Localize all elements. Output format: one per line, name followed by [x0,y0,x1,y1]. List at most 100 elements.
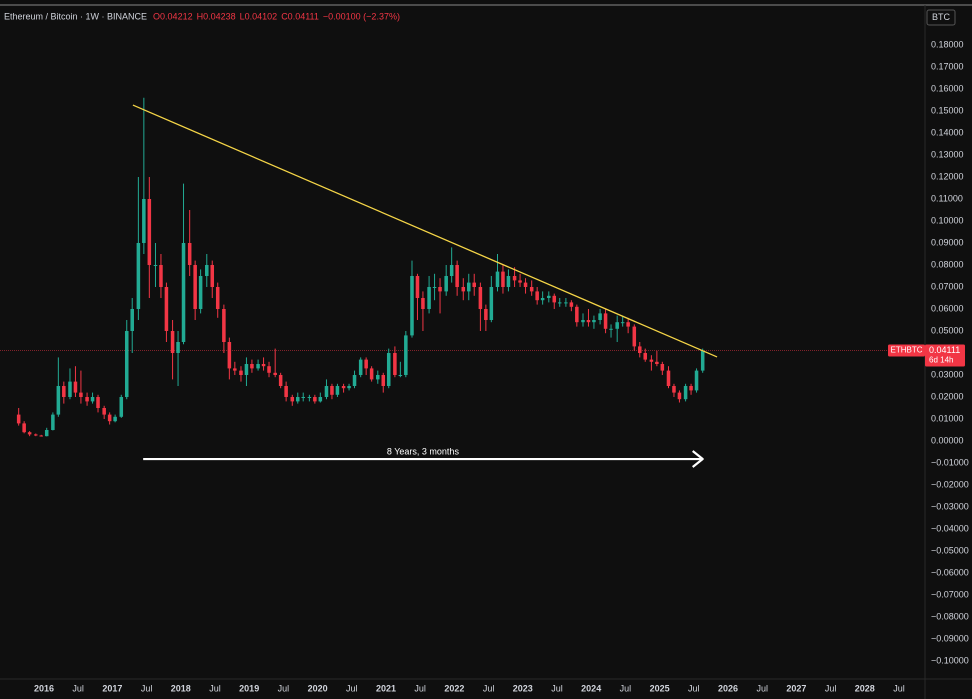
x-tick-label: 2017 [102,683,122,693]
candle-body [39,435,44,437]
x-tick-label: 2026 [718,683,738,693]
x-tick-label: Jul [414,683,426,693]
candle-body [506,276,511,287]
candle-body [455,265,459,287]
candle-body [278,375,283,386]
candle-body [376,375,380,380]
candle-body [672,386,676,393]
x-tick-label: Jul [551,683,563,693]
candle-body [256,364,260,369]
candle-body [620,322,625,324]
ohlc-value: C0.04111 [281,11,319,21]
candle-body [335,386,340,395]
y-tick-label: −0.10000 [931,655,969,665]
x-tick-label: 2027 [786,683,806,693]
candle-body [415,276,420,298]
candle-body [575,306,579,323]
y-tick-label: −0.09000 [931,633,969,643]
y-tick-label: 0.05000 [931,325,964,335]
candle-body [261,364,266,367]
candle-body [586,320,591,323]
candle-body [124,331,129,397]
candle-body [164,287,169,331]
candle-body [68,381,72,397]
candle-body [632,326,637,347]
y-tick-label: 0.17000 [931,61,964,71]
candle-body [51,414,55,430]
x-tick-label: Jul [825,683,837,693]
candle-body [381,375,386,386]
x-tick-label: 2028 [855,683,875,693]
y-tick-label: −0.03000 [931,501,969,511]
candle-body [557,302,562,304]
candle-body [369,368,374,380]
candle-body [694,370,699,391]
candle-body [153,265,158,266]
x-tick-label: Jul [209,683,221,693]
candle-body [478,287,483,309]
candle-body [301,397,305,398]
candle-body [421,298,425,309]
candle-body [222,309,226,342]
candle-body [489,287,494,320]
candle-body [181,243,186,342]
candle-body [16,414,21,424]
currency-box[interactable] [926,9,956,26]
candle-body [22,423,26,433]
candle-body [56,386,61,415]
x-tick-label: 2019 [239,683,259,693]
price-change: −0.00100 (−2.37%) [323,11,400,21]
x-tick-label: Jul [72,683,84,693]
y-tick-label: 0.12000 [931,171,964,181]
candle-body [501,271,505,287]
candle-body [660,364,665,371]
candle-body [410,276,414,336]
y-tick-label: 0.10000 [931,215,964,225]
candle-body [540,298,545,301]
candle-body [643,353,648,360]
candle-body [113,416,117,422]
y-tick-label: −0.07000 [931,589,969,599]
y-tick-label: 0.07000 [931,281,964,291]
y-tick-label: 0.01000 [931,413,964,423]
candle-body [215,287,220,309]
candle-body [649,359,654,362]
countdown-label: 6d 14h [929,356,953,365]
candle-body [358,359,363,375]
candle-body [233,368,237,371]
candle-body [193,265,197,309]
candle-body [44,430,49,437]
y-tick-label: −0.02000 [931,479,969,489]
candle-body [27,432,32,435]
y-tick-label: 0.14000 [931,127,964,137]
candle-body [102,408,106,415]
candle-body [79,392,83,397]
y-tick-label: 0.03000 [931,369,964,379]
x-tick-label: Jul [278,683,290,693]
y-tick-label: −0.08000 [931,611,969,621]
candle-body [136,243,141,309]
candle-body [244,364,249,375]
candle-body [107,414,112,422]
x-tick-label: Jul [688,683,700,693]
candle-body [210,265,215,287]
candle-body [666,370,671,386]
x-tick-label: Jul [620,683,632,693]
candle-body [393,353,397,375]
candle-body [598,313,602,320]
ohlc-value: L0.04102 [240,11,278,21]
candle-body [187,243,192,265]
y-tick-label: −0.01000 [931,457,969,467]
symbol-title: Ethereum / Bitcoin · 1W · BINANCE [4,11,147,21]
candle-body [427,287,431,309]
candle-body [535,291,539,301]
x-tick-label: Jul [756,683,768,693]
candle-body [142,199,146,243]
candle-body [295,397,300,402]
candle-body [290,397,295,402]
currency[interactable]: BTC [932,12,951,22]
ohlc-value: H0.04238 [197,11,236,21]
y-tick-label: 0.13000 [931,149,964,159]
